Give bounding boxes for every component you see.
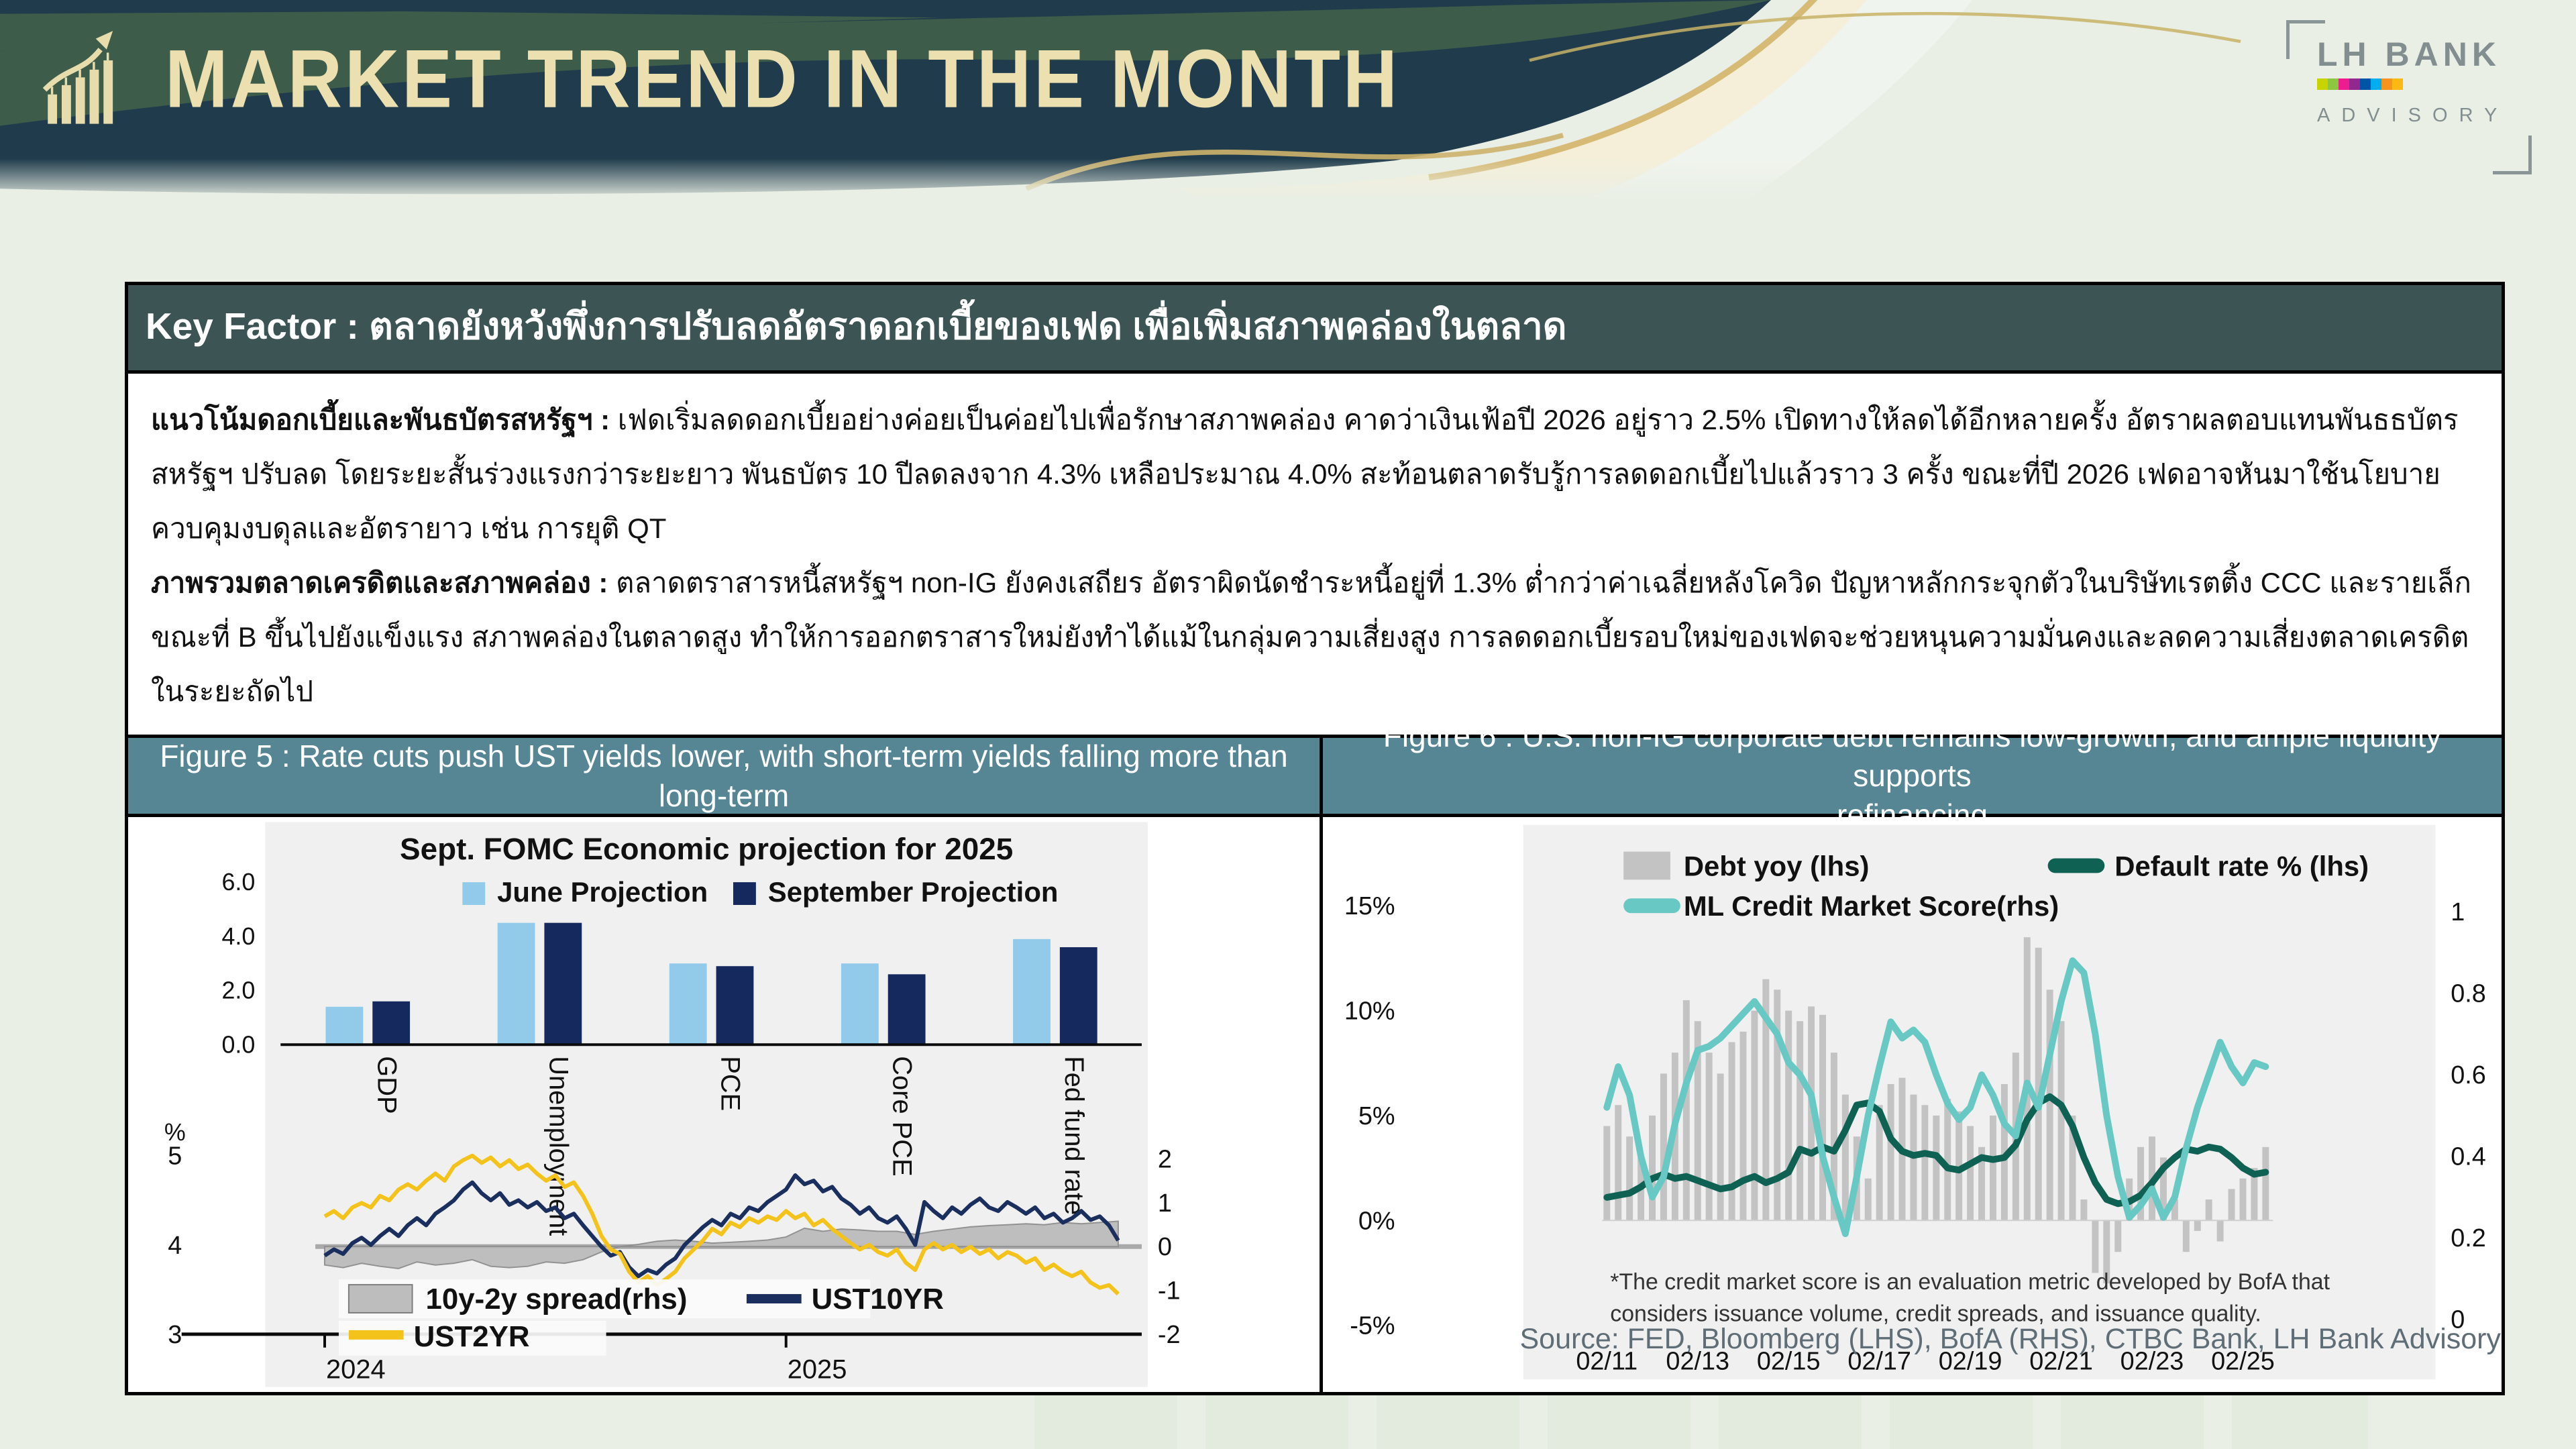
svg-text:10%: 10%	[1344, 998, 1395, 1026]
header-banner: MARKET TREND IN THE MONTH LH BANK ADVISO…	[0, 0, 2576, 201]
svg-text:2025: 2025	[788, 1355, 847, 1385]
svg-text:September Projection: September Projection	[768, 876, 1059, 908]
svg-text:%: %	[164, 1119, 186, 1146]
source-note: Source: FED, Bloomberg (LHS), BofA (RHS)…	[1519, 1323, 2501, 1355]
svg-text:02/11: 02/11	[1576, 1348, 1638, 1376]
svg-text:Unemployment: Unemployment	[543, 1057, 573, 1236]
svg-text:0: 0	[1158, 1234, 1172, 1262]
paragraph-2-text: ตลาดตราสารหนี้สหรัฐฯ non-IG ยังคงเสถียร …	[151, 567, 2471, 708]
svg-text:10y-2y spread(rhs): 10y-2y spread(rhs)	[426, 1283, 688, 1316]
figure-5-chart: Sept. FOMC Economic projection for 2025 J…	[128, 817, 1320, 1393]
svg-text:4.0: 4.0	[221, 923, 255, 950]
svg-text:-1: -1	[1158, 1277, 1181, 1305]
svg-text:02/25: 02/25	[2211, 1348, 2275, 1376]
svg-text:2: 2	[1158, 1146, 1172, 1174]
figure-5-caption: Figure 5 : Rate cuts push UST yields low…	[128, 738, 1320, 818]
svg-text:0.6: 0.6	[2451, 1061, 2486, 1089]
svg-text:4: 4	[168, 1232, 182, 1260]
paragraph-1-lead: แนวโน้มดอกเบี้ยและพันธบัตรสหรัฐฯ :	[151, 404, 610, 435]
logo-bracket-bottom-right-icon	[2493, 136, 2532, 174]
body-paragraph-2: ภาพรวมตลาดเครดิตและสภาพคล่อง : ตลาดตราสา…	[151, 555, 2479, 718]
logo-bracket-top-left-icon	[2286, 20, 2325, 59]
svg-text:Sept. FOMC Economic projection: Sept. FOMC Economic projection for 2025	[400, 833, 1013, 867]
svg-text:Debt yoy (lhs): Debt yoy (lhs)	[1684, 851, 1870, 882]
page-title: MARKET TREND IN THE MONTH	[165, 32, 1400, 125]
svg-text:UST10YR: UST10YR	[812, 1283, 944, 1316]
svg-text:Default rate % (lhs): Default rate % (lhs)	[2114, 851, 2369, 882]
logo-color-stripes-icon	[2317, 78, 2403, 90]
svg-text:3: 3	[168, 1321, 182, 1349]
key-factor-label: Key Factor :	[146, 305, 359, 347]
paragraph-1-text: เฟดเริ่มลดดอกเบี้ยอย่างค่อยเป็นค่อยไปเพื…	[151, 404, 2459, 545]
svg-text:UST2YR: UST2YR	[414, 1320, 530, 1353]
svg-text:GDP: GDP	[372, 1057, 401, 1114]
logo-subtitle: ADVISORY	[2317, 105, 2509, 126]
paragraph-2-lead: ภาพรวมตลาดเครดิตและสภาพคล่อง :	[151, 567, 608, 599]
svg-text:02/17: 02/17	[1847, 1348, 1911, 1376]
svg-text:-2: -2	[1158, 1321, 1181, 1349]
svg-text:0.2: 0.2	[2451, 1224, 2486, 1252]
lh-bank-logo: LH BANK ADVISORY	[2286, 20, 2532, 174]
chart-growth-icon	[42, 31, 113, 124]
svg-text:0.8: 0.8	[2451, 980, 2486, 1008]
brand-block: MARKET TREND IN THE MONTH	[42, 23, 1438, 133]
key-factor-bar: Key Factor : ตลาดยังหวังพึ่งการปรับลดอัต…	[128, 285, 2502, 374]
svg-text:Fed fund rate: Fed fund rate	[1059, 1057, 1089, 1216]
svg-text:considers issuance volume, cre: considers issuance volume, credit spread…	[1610, 1301, 2261, 1327]
svg-text:2024: 2024	[326, 1355, 386, 1385]
figure-6-caption: Figure 6 : U.S. non-IG corporate debt re…	[1323, 718, 2502, 833]
svg-text:-5%: -5%	[1350, 1312, 1395, 1340]
content-panel: Key Factor : ตลาดยังหวังพึ่งการปรับลดอัต…	[125, 282, 2505, 1396]
svg-text:1: 1	[2451, 898, 2465, 926]
svg-text:02/19: 02/19	[1939, 1348, 2002, 1376]
figure-6: Figure 6 : U.S. non-IG corporate debt re…	[1320, 718, 2502, 1393]
svg-text:5%: 5%	[1358, 1102, 1395, 1130]
svg-text:0%: 0%	[1358, 1208, 1395, 1236]
svg-text:1: 1	[1158, 1189, 1172, 1218]
figure-5: Figure 5 : Rate cuts push UST yields low…	[128, 738, 1320, 1393]
svg-text:02/13: 02/13	[1666, 1348, 1729, 1376]
body-paragraph-1: แนวโน้มดอกเบี้ยและพันธบัตรสหรัฐฯ : เฟดเร…	[151, 392, 2479, 555]
svg-text:ML Credit Market Score(rhs): ML Credit Market Score(rhs)	[1684, 890, 2059, 922]
svg-text:0.4: 0.4	[2451, 1143, 2486, 1171]
figures-row: Figure 5 : Rate cuts push UST yields low…	[128, 718, 2502, 1393]
svg-text:02/23: 02/23	[2121, 1348, 2184, 1376]
svg-text:6.0: 6.0	[221, 869, 255, 896]
svg-text:15%: 15%	[1344, 892, 1395, 920]
header-wave-graphic	[0, 0, 2576, 201]
credit-market-chart: Debt yoy (lhs) Default rate % (lhs) ML Cre…	[1344, 824, 2486, 1380]
svg-text:0: 0	[2451, 1306, 2465, 1334]
figure-6-chart: Debt yoy (lhs) Default rate % (lhs) ML Cre…	[1323, 817, 2502, 1393]
svg-text:2.0: 2.0	[221, 977, 255, 1004]
svg-text:0.0: 0.0	[221, 1032, 255, 1059]
svg-text:Core PCE: Core PCE	[888, 1057, 917, 1177]
key-factor-headline: ตลาดยังหวังพึ่งการปรับลดอัตราดอกเบี้ยของ…	[369, 305, 1567, 347]
logo-name: LH BANK	[2317, 36, 2501, 73]
fomc-and-ust-chart: Sept. FOMC Economic projection for 2025 J…	[164, 822, 1181, 1387]
svg-text:June Projection: June Projection	[497, 876, 708, 908]
figure-6-caption-line1: Figure 6 : U.S. non-IG corporate debt re…	[1383, 718, 2442, 794]
svg-text:02/15: 02/15	[1757, 1348, 1821, 1376]
summary-text-box: แนวโน้มดอกเบี้ยและพันธบัตรสหรัฐฯ : เฟดเร…	[128, 374, 2502, 739]
svg-text:PCE: PCE	[716, 1057, 745, 1112]
svg-text:5: 5	[168, 1142, 182, 1171]
svg-text:02/21: 02/21	[2029, 1348, 2093, 1376]
svg-text:*The credit market score is an: *The credit market score is an evaluatio…	[1610, 1269, 2330, 1295]
